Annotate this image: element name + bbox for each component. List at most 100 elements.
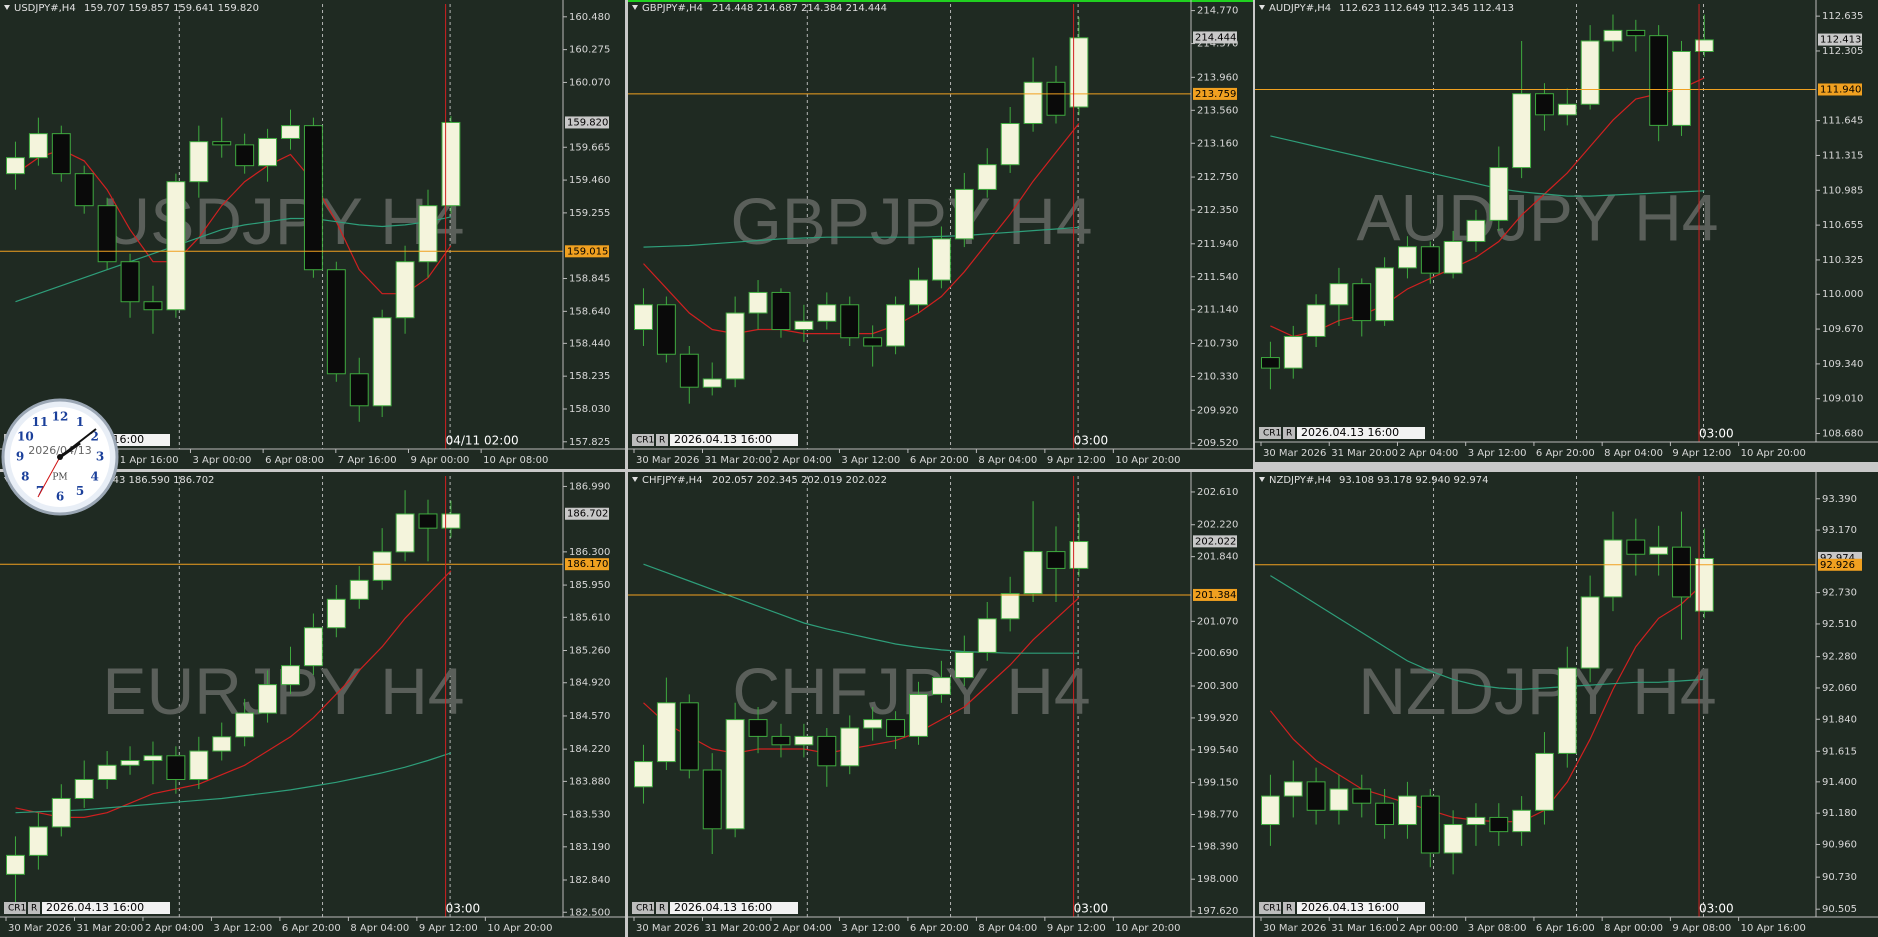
candle-body [702, 378, 722, 388]
footer-datetime: 2026.04.13 16:00 [1301, 901, 1399, 914]
chart-panel[interactable]: EURJPY H4 03:00 186.990 186.300 185.950 185.6… [0, 472, 625, 937]
candle-body [954, 188, 974, 240]
x-tick-label: 8 Apr 00:00 [1604, 923, 1663, 934]
candle-body [166, 181, 186, 311]
current-price-label: 214.444 [1195, 32, 1236, 43]
x-tick-label: 9 Apr 12:00 [1672, 448, 1731, 459]
y-tick-label: 93.170 [1822, 525, 1857, 536]
x-tick-label: 10 Apr 20:00 [1741, 448, 1806, 459]
x-tick-label: 10 Apr 20:00 [1115, 923, 1180, 934]
moving-average [643, 563, 1079, 654]
footer-box [28, 902, 40, 914]
candle-body [1626, 539, 1646, 555]
quote-values: 93.108 93.178 92.940 92.974 [1339, 475, 1489, 486]
clock-second-hand [37, 456, 61, 498]
candle-body [1512, 809, 1532, 833]
candle-body [326, 269, 346, 375]
chart-panel[interactable]: NZDJPY H4 03:00 93.390 93.170 92.730 92.510 92… [1255, 472, 1878, 937]
current-price-label: 92.974 [1820, 553, 1855, 564]
clock-hub [57, 454, 63, 460]
chart-panel[interactable]: GBPJPY H4 03:00 214.770 214.370 213.960 213.5… [628, 0, 1253, 469]
price-level-box [1818, 558, 1862, 571]
time-line-label: 03:00 [1074, 434, 1109, 448]
price-level-box [565, 558, 609, 571]
y-tick-label: 199.540 [1197, 745, 1238, 756]
candle-body [771, 735, 791, 746]
candle-body [817, 304, 837, 322]
y-tick-label: 211.940 [1197, 239, 1238, 250]
y-tick-label: 185.610 [569, 612, 610, 623]
candle-body [1000, 593, 1020, 620]
y-tick-label: 212.350 [1197, 205, 1238, 216]
x-tick-label: 9 Apr 12:00 [1047, 923, 1106, 934]
footer-box [656, 902, 668, 914]
chart-panel[interactable]: AUDJPY H4 03:00 112.635 112.305 111.645 111.3… [1255, 0, 1878, 462]
y-tick-label: 211.140 [1197, 305, 1238, 316]
y-tick-label: 109.670 [1822, 324, 1863, 335]
chart-panel[interactable]: CHFJPY H403:00202.610202.220201.840201.0… [628, 472, 1253, 937]
y-tick-label: 90.505 [1822, 904, 1857, 915]
footer-box [632, 902, 654, 914]
candle-body [1489, 167, 1509, 221]
panel-background [628, 472, 1253, 937]
candle-body [1352, 283, 1372, 322]
footer-r: R [31, 904, 37, 914]
footer-r: R [659, 436, 665, 446]
candle-body [212, 141, 232, 146]
y-tick-label: 160.070 [569, 77, 610, 88]
moving-average [15, 570, 452, 818]
price-level-label: 201.384 [1195, 590, 1236, 601]
y-tick-label: 91.840 [1822, 714, 1857, 725]
x-tick-label: 31 Mar 20:00 [76, 923, 143, 934]
footer-r: R [1286, 904, 1292, 914]
chart-panel[interactable]: USDJPY H4 04/11 02:00 160.480 160.275 160.07… [0, 0, 625, 469]
candle-body [1626, 29, 1646, 37]
candle-body [189, 750, 209, 780]
x-tick-label: 9 Apr 00:00 [410, 455, 469, 466]
x-tick-label: 3 Apr 08:00 [1468, 923, 1527, 934]
clock-number: 3 [96, 450, 104, 464]
price-level-box [565, 245, 609, 258]
y-tick-label: 184.220 [569, 744, 610, 755]
candle-body [656, 304, 676, 355]
candle-body [372, 551, 392, 581]
candle-body [1443, 824, 1463, 854]
candle-body [349, 373, 369, 407]
y-tick-label: 198.390 [1197, 841, 1238, 852]
footer-datetime: 2026.04.13 16:00 [674, 433, 772, 446]
current-price-label: 159.820 [567, 117, 608, 128]
footer-cr: CR1 [8, 904, 26, 914]
candle-body [189, 141, 209, 183]
candle-body [1603, 29, 1623, 42]
footer-box [632, 434, 654, 446]
candle-body [1649, 546, 1669, 555]
candle-body [1283, 781, 1303, 797]
collapse-arrow [632, 5, 638, 10]
x-tick-label: 30 Mar 2026 [8, 923, 71, 934]
current-price-box [565, 507, 609, 520]
price-level-box [1193, 588, 1237, 601]
candle-body [1000, 122, 1020, 166]
y-tick-label: 91.180 [1822, 808, 1857, 819]
watermark: AUDJPY H4 [1357, 180, 1719, 254]
candle-body [1535, 93, 1554, 116]
x-tick-label: 2 Apr 04:00 [1399, 448, 1458, 459]
candle-body [120, 760, 140, 766]
x-tick-label: 10 Apr 08:00 [483, 455, 548, 466]
footer-r: R [659, 904, 665, 914]
clock-number: 11 [32, 415, 49, 429]
candle-body [97, 205, 117, 263]
x-tick-label: 30 Mar 2026 [1263, 448, 1326, 459]
candle-body [143, 301, 163, 311]
y-tick-label: 201.840 [1197, 552, 1238, 563]
y-tick-label: 198.000 [1197, 874, 1238, 885]
y-tick-label: 211.540 [1197, 272, 1238, 283]
candle-body [886, 719, 906, 737]
x-tick-label: 3 Apr 12:00 [213, 923, 272, 934]
x-tick-label: 9 Apr 12:00 [419, 923, 478, 934]
moving-average [1270, 77, 1705, 338]
y-tick-label: 93.390 [1822, 494, 1857, 505]
candle-body [863, 337, 883, 347]
panel-background [628, 0, 1253, 469]
current-price-label: 186.702 [567, 509, 608, 520]
